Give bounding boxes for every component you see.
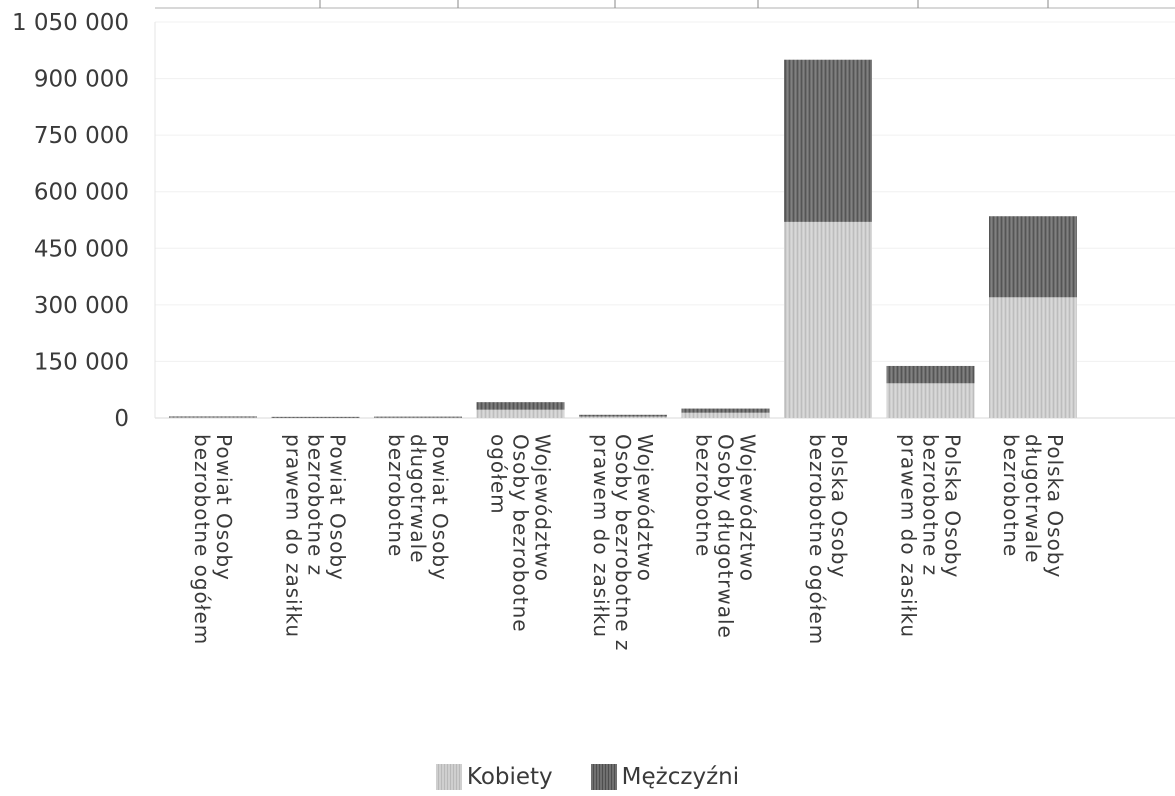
x-tick-label: Polska Osobybezrobotne ogółem [805, 434, 851, 645]
x-tick-text: Polska Osobybezrobotne zprawem do zasiłk… [897, 434, 965, 638]
x-tick-line: Powiat Osoby [428, 434, 452, 581]
y-tick-label: 900 000 [34, 67, 129, 93]
x-tick-line: Polska Osoby [1043, 434, 1067, 578]
x-tick-line: Województwo [633, 434, 657, 582]
x-tick-line: Polska Osoby [827, 434, 851, 578]
x-tick-line: bezrobotne [692, 434, 716, 557]
bars [169, 59, 1077, 418]
bar-mezczyzni [681, 408, 770, 413]
bar-kobiety [886, 383, 975, 418]
x-tick-label: Polska Osobybezrobotne zprawem do zasiłk… [897, 434, 965, 638]
x-tick-text: WojewództwoOsoby długotrwalebezrobotne [692, 434, 760, 639]
x-tick-line: Powiat Osoby [326, 434, 350, 581]
y-tick-label: 150 000 [34, 349, 129, 375]
y-axis: 0 150 000 300 000 450 000 600 000 750 000 900 … [12, 10, 129, 432]
x-tick-label: WojewództwoOsoby bezrobotne zprawem do z… [589, 434, 657, 651]
bar-mezczyzni [476, 402, 565, 410]
bar-mezczyzni [886, 365, 975, 384]
y-tick-label: 300 000 [34, 293, 129, 319]
bar-mezczyzni [579, 414, 667, 417]
x-tick-line: Powiat Osoby [212, 434, 236, 581]
x-tick-label: WojewództwoOsoby długotrwalebezrobotne [692, 434, 760, 639]
x-tick-line: Polska Osoby [941, 434, 965, 578]
x-tick-line: długotrwale [1021, 434, 1045, 564]
bar-kobiety [579, 416, 667, 418]
bar-kobiety [169, 417, 257, 418]
bar-kobiety [989, 297, 1077, 418]
x-tick-line: prawem do zasiłku [897, 434, 921, 638]
x-tick-text: Powiat Osobybezrobotne ogółem [190, 434, 236, 645]
x-tick-line: bezrobotne [384, 434, 408, 557]
bar-kobiety [476, 409, 565, 418]
x-tick-line: Osoby bezrobotne [509, 434, 533, 633]
x-tick-line: Osoby długotrwale [714, 434, 738, 639]
bar-kobiety [681, 412, 770, 418]
x-tick-line: bezrobotne [999, 434, 1023, 557]
x-tick-text: Powiat Osobydługotrwalebezrobotne [384, 434, 452, 581]
legend: Kobiety Mężczyźni [0, 764, 1175, 790]
x-tick-line: bezrobotne ogółem [190, 434, 214, 645]
x-tick-line: bezrobotne z [304, 434, 328, 576]
bar-mezczyzni [784, 59, 872, 222]
y-tick-label: 600 000 [34, 180, 129, 206]
legend-item-kobiety: Kobiety [435, 764, 553, 790]
bar-mezczyzni [271, 416, 360, 418]
x-tick-line: Województwo [736, 434, 760, 582]
legend-swatch-kobiety [435, 764, 462, 790]
top-border-ticks [155, 0, 1175, 9]
x-tick-label: Powiat Osobybezrobotne ogółem [190, 434, 236, 645]
x-tick-line: bezrobotne ogółem [805, 434, 829, 645]
y-tick-label: 0 [114, 406, 129, 432]
legend-label-kobiety: Kobiety [466, 764, 553, 790]
y-tick-label: 750 000 [34, 123, 129, 149]
x-tick-line: prawem do zasiłku [589, 434, 613, 638]
x-tick-label: Powiat Osobydługotrwalebezrobotne [384, 434, 452, 581]
x-tick-label: Powiat Osobybezrobotne zprawem do zasiłk… [282, 434, 350, 638]
bar-mezczyzni [374, 416, 462, 418]
x-tick-text: Polska Osobybezrobotne ogółem [805, 434, 851, 645]
y-tick-label: 450 000 [34, 236, 129, 262]
x-tick-line: Województwo [531, 434, 555, 582]
x-tick-line: długotrwale [406, 434, 430, 564]
x-tick-label: WojewództwoOsoby bezrobotneogółem [487, 434, 555, 633]
bar-mezczyzni [989, 216, 1077, 298]
x-tick-line: bezrobotne z [919, 434, 943, 576]
legend-label-mezczyzni: Mężczyźni [621, 764, 740, 790]
x-tick-text: WojewództwoOsoby bezrobotne zprawem do z… [589, 434, 657, 651]
bar-mezczyzni [169, 416, 257, 418]
x-axis: Powiat Osobybezrobotne ogółem Powiat Osob… [190, 434, 1067, 651]
x-tick-line: Osoby bezrobotne z [611, 434, 635, 651]
legend-swatch-mezczyzni [590, 764, 617, 790]
x-tick-label: Polska Osobydługotrwalebezrobotne [999, 434, 1067, 578]
bar-kobiety [784, 221, 872, 418]
legend-item-mezczyzni: Mężczyźni [590, 764, 740, 790]
x-tick-line: ogółem [487, 434, 511, 515]
x-tick-text: Polska Osobydługotrwalebezrobotne [999, 434, 1067, 578]
y-tick-label: 1 050 000 [12, 10, 129, 36]
x-tick-text: Powiat Osobybezrobotne zprawem do zasiłk… [282, 434, 350, 638]
x-tick-text: WojewództwoOsoby bezrobotneogółem [487, 434, 555, 633]
x-tick-line: prawem do zasiłku [282, 434, 306, 638]
